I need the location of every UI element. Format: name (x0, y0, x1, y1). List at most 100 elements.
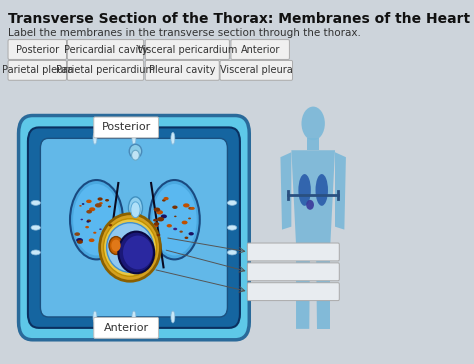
Ellipse shape (109, 224, 113, 226)
Ellipse shape (173, 228, 177, 230)
Ellipse shape (93, 232, 96, 234)
Ellipse shape (156, 210, 163, 214)
Ellipse shape (174, 215, 176, 217)
FancyBboxPatch shape (18, 115, 249, 340)
Ellipse shape (111, 236, 116, 240)
Polygon shape (296, 245, 310, 329)
Ellipse shape (73, 184, 120, 256)
Ellipse shape (228, 250, 237, 255)
Ellipse shape (128, 197, 143, 219)
Ellipse shape (132, 132, 136, 144)
Ellipse shape (100, 214, 160, 281)
Ellipse shape (156, 234, 160, 236)
Ellipse shape (99, 229, 101, 230)
Ellipse shape (98, 197, 103, 201)
FancyBboxPatch shape (247, 243, 339, 261)
Ellipse shape (31, 250, 40, 255)
Text: Transverse Section of the Thorax: Membranes of the Heart: Transverse Section of the Thorax: Membra… (9, 12, 471, 26)
Ellipse shape (111, 240, 121, 252)
Ellipse shape (103, 219, 156, 276)
Ellipse shape (70, 180, 123, 260)
Ellipse shape (99, 202, 103, 205)
Text: Pericardial cavity: Pericardial cavity (64, 44, 147, 55)
Ellipse shape (77, 240, 83, 244)
Ellipse shape (81, 219, 83, 220)
Ellipse shape (306, 200, 314, 210)
Ellipse shape (298, 174, 311, 206)
FancyBboxPatch shape (94, 317, 158, 338)
Ellipse shape (132, 311, 136, 323)
Ellipse shape (129, 144, 142, 158)
Ellipse shape (190, 207, 195, 210)
Ellipse shape (172, 206, 178, 209)
Ellipse shape (109, 237, 123, 254)
Ellipse shape (153, 219, 157, 222)
Ellipse shape (301, 107, 325, 140)
Ellipse shape (93, 132, 97, 144)
Polygon shape (281, 152, 292, 230)
Ellipse shape (149, 180, 200, 260)
Ellipse shape (228, 225, 237, 230)
Text: Posterior: Posterior (101, 122, 151, 132)
Ellipse shape (76, 238, 83, 242)
Ellipse shape (154, 225, 158, 227)
Ellipse shape (87, 219, 91, 222)
Polygon shape (292, 150, 335, 245)
Ellipse shape (167, 224, 172, 228)
Ellipse shape (162, 199, 166, 202)
Ellipse shape (31, 200, 40, 205)
FancyBboxPatch shape (8, 60, 66, 80)
Text: Label the membranes in the transverse section through the thorax.: Label the membranes in the transverse se… (9, 28, 361, 38)
FancyBboxPatch shape (67, 40, 144, 59)
Text: Parietal pericardium: Parietal pericardium (56, 66, 155, 75)
Ellipse shape (89, 238, 94, 242)
Ellipse shape (182, 221, 188, 224)
FancyBboxPatch shape (231, 40, 290, 59)
Ellipse shape (86, 210, 92, 214)
Ellipse shape (108, 206, 111, 207)
Polygon shape (316, 245, 330, 329)
Ellipse shape (180, 230, 183, 233)
Ellipse shape (86, 199, 91, 203)
Ellipse shape (184, 237, 188, 239)
Ellipse shape (131, 202, 140, 218)
FancyBboxPatch shape (40, 138, 228, 317)
Ellipse shape (107, 223, 154, 272)
Ellipse shape (31, 225, 40, 230)
Text: Visceral pleura: Visceral pleura (220, 66, 292, 75)
Ellipse shape (189, 232, 194, 236)
Ellipse shape (154, 207, 160, 212)
Ellipse shape (86, 221, 90, 223)
FancyBboxPatch shape (247, 263, 339, 281)
FancyBboxPatch shape (67, 60, 144, 80)
Ellipse shape (316, 174, 328, 206)
Ellipse shape (82, 203, 84, 205)
Ellipse shape (171, 132, 175, 144)
Ellipse shape (228, 200, 237, 205)
Text: Anterior: Anterior (103, 323, 149, 333)
Ellipse shape (157, 217, 164, 221)
Ellipse shape (93, 311, 97, 323)
Text: Pleural cavity: Pleural cavity (149, 66, 215, 75)
Bar (307, 138, 319, 150)
Ellipse shape (183, 203, 190, 207)
Polygon shape (335, 152, 346, 230)
Ellipse shape (95, 203, 102, 207)
FancyBboxPatch shape (94, 117, 158, 138)
Ellipse shape (132, 150, 139, 160)
Ellipse shape (171, 311, 175, 323)
FancyBboxPatch shape (247, 283, 339, 301)
FancyBboxPatch shape (220, 60, 292, 80)
Ellipse shape (74, 232, 80, 236)
Text: Parietal pleura: Parietal pleura (1, 66, 73, 75)
Ellipse shape (105, 199, 109, 202)
Ellipse shape (164, 197, 169, 200)
Ellipse shape (89, 207, 95, 211)
Ellipse shape (123, 236, 153, 269)
Ellipse shape (188, 207, 192, 210)
Ellipse shape (79, 205, 82, 207)
Text: Visceral pericardium: Visceral pericardium (137, 44, 237, 55)
Text: Anterior: Anterior (240, 44, 280, 55)
Ellipse shape (188, 218, 191, 219)
FancyBboxPatch shape (8, 40, 66, 59)
